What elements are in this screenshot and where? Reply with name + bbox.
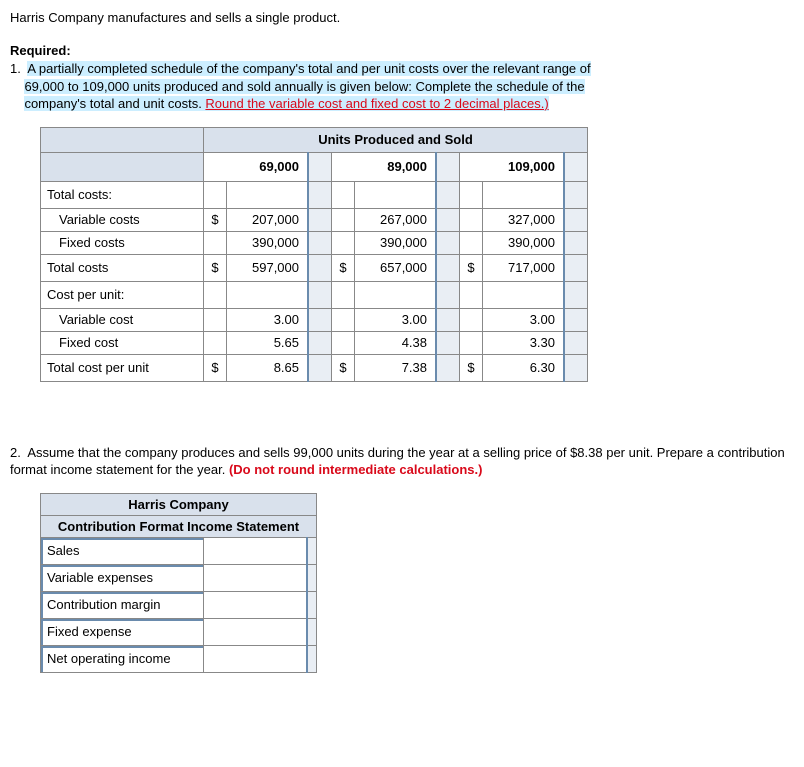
question-1: 1. A partially completed schedule of the…: [10, 60, 794, 113]
q1-line2: 69,000 to 109,000 units produced and sol…: [24, 79, 584, 94]
currency: $: [204, 354, 227, 381]
total-costs-3: 717,000: [483, 254, 565, 281]
varexp-input[interactable]: [204, 564, 308, 591]
fixed-costs-1[interactable]: 390,000: [227, 231, 309, 254]
units-header: Units Produced and Sold: [204, 127, 588, 152]
stmt-row-sales[interactable]: Sales: [41, 537, 204, 564]
var-cost-1[interactable]: 3.00: [227, 308, 309, 331]
total-costs-2: 657,000: [355, 254, 437, 281]
fixed-cost-1[interactable]: 5.65: [227, 331, 309, 354]
fixed-cost-2[interactable]: 4.38: [355, 331, 437, 354]
row-total-costs-hdr: Total costs:: [41, 181, 204, 208]
currency: $: [460, 354, 483, 381]
q1-num: 1.: [10, 61, 21, 76]
stmt-row-cm[interactable]: Contribution margin: [41, 591, 204, 618]
var-costs-3[interactable]: 327,000: [483, 208, 565, 231]
q2-red: (Do not round intermediate calculations.…: [229, 462, 483, 477]
sales-input[interactable]: [204, 537, 308, 564]
col-89000: 89,000: [332, 152, 437, 181]
stmt-title: Contribution Format Income Statement: [41, 515, 317, 537]
schedule-table: Units Produced and Sold 69,000 89,000 10…: [40, 127, 588, 382]
cm-input[interactable]: [204, 591, 308, 618]
col-69000: 69,000: [204, 152, 309, 181]
income-statement-table: Harris Company Contribution Format Incom…: [40, 493, 317, 673]
currency: $: [204, 254, 227, 281]
currency: $: [460, 254, 483, 281]
currency: $: [332, 254, 355, 281]
fixed-cost-3[interactable]: 3.30: [483, 331, 565, 354]
row-cpu-hdr: Cost per unit:: [41, 281, 204, 308]
row-fixed-cost: Fixed cost: [41, 331, 204, 354]
currency: $: [204, 208, 227, 231]
intro-text: Harris Company manufactures and sells a …: [10, 10, 794, 25]
required-label: Required:: [10, 43, 794, 58]
fixedexp-input[interactable]: [204, 618, 308, 645]
fixed-costs-2[interactable]: 390,000: [355, 231, 437, 254]
currency: $: [332, 354, 355, 381]
var-costs-1[interactable]: 207,000: [227, 208, 309, 231]
row-variable-cost: Variable cost: [41, 308, 204, 331]
question-2: 2. Assume that the company produces and …: [10, 444, 794, 479]
q1-line1: A partially completed schedule of the co…: [27, 61, 590, 76]
stmt-company: Harris Company: [41, 493, 317, 515]
tcpu-1: 8.65: [227, 354, 309, 381]
row-tcpu: Total cost per unit: [41, 354, 204, 381]
row-total-costs: Total costs: [41, 254, 204, 281]
q2-num: 2.: [10, 445, 21, 460]
stmt-row-noi[interactable]: Net operating income: [41, 645, 204, 672]
noi-input[interactable]: [204, 645, 308, 672]
q1-line3: company's total and unit costs.: [24, 96, 205, 111]
row-fixed-costs: Fixed costs: [41, 231, 204, 254]
col-109000: 109,000: [460, 152, 565, 181]
var-cost-2[interactable]: 3.00: [355, 308, 437, 331]
stmt-row-fixedexp[interactable]: Fixed expense: [41, 618, 204, 645]
fixed-costs-3[interactable]: 390,000: [483, 231, 565, 254]
tcpu-3: 6.30: [483, 354, 565, 381]
var-costs-2[interactable]: 267,000: [355, 208, 437, 231]
total-costs-1: 597,000: [227, 254, 309, 281]
tcpu-2: 7.38: [355, 354, 437, 381]
row-variable-costs: Variable costs: [41, 208, 204, 231]
q1-red: Round the variable cost and fixed cost t…: [205, 96, 548, 111]
stmt-row-varexp[interactable]: Variable expenses: [41, 564, 204, 591]
var-cost-3[interactable]: 3.00: [483, 308, 565, 331]
